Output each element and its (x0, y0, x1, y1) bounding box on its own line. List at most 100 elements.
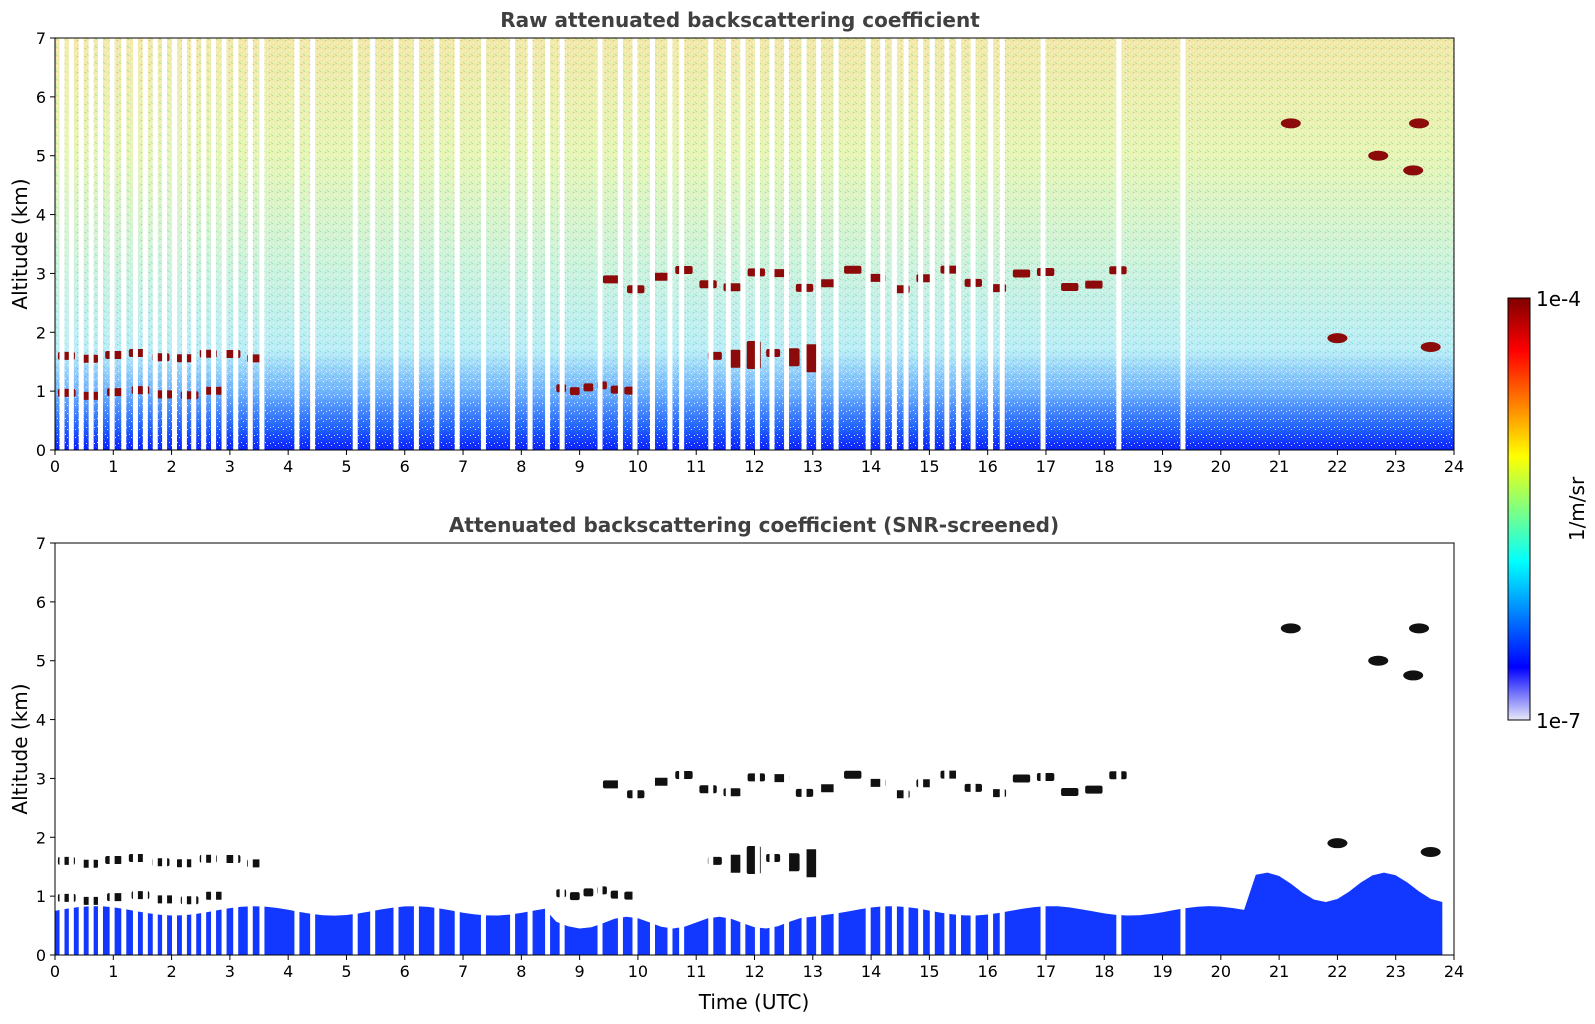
top-data-gap (617, 38, 623, 450)
bot-data-gap (929, 543, 935, 955)
bot-x-tick-label: 19 (1152, 962, 1172, 981)
top-y-tick-label: 6 (36, 88, 46, 107)
top-y-axis-label: Altitude (km) (8, 178, 32, 309)
bot-data-gap (740, 543, 746, 955)
bottom-plot-area (55, 543, 1454, 955)
colorbar: 1e-4 1e-7 1/m/sr (1507, 287, 1589, 733)
bot-data-gap (617, 543, 623, 955)
top-cloud-fragments (805, 344, 820, 373)
top-data-gap (944, 38, 950, 450)
top-data-gap (413, 38, 419, 450)
top-data-gap (109, 38, 115, 450)
top-y-tick-label: 5 (36, 147, 46, 166)
bot-x-tick-label: 4 (283, 962, 293, 981)
bot-data-gap (1180, 543, 1186, 955)
bot-data-gap (510, 543, 516, 955)
top-data-gap (754, 38, 760, 450)
top-data-gap (233, 38, 239, 450)
bot-data-gap (181, 543, 187, 955)
bot-x-tick-label: 9 (575, 962, 585, 981)
top-x-tick-label: 9 (575, 457, 585, 476)
bot-data-gap (78, 543, 84, 955)
bot-data-gap (454, 543, 460, 955)
bot-data-gap (527, 543, 533, 955)
bot-cloud-layer (1036, 773, 1055, 782)
bot-data-gap (725, 543, 731, 955)
bot-y-tick-label: 1 (36, 887, 46, 906)
x-axis-label: Time (UTC) (698, 990, 810, 1014)
top-x-tick-label: 20 (1211, 457, 1231, 476)
top-panel: Raw attenuated backscattering coefficien… (8, 8, 1464, 476)
bot-x-tick-label: 2 (166, 962, 176, 981)
bot-cloud-layer (1012, 774, 1031, 783)
bot-data-gap (679, 543, 685, 955)
top-cloud-layer (1012, 269, 1031, 278)
top-cloud-layer (1061, 283, 1079, 292)
bot-data-gap (1040, 543, 1046, 955)
bot-x-tick-label: 23 (1386, 962, 1406, 981)
top-data-gap (667, 38, 673, 450)
bot-aerosol-layer (624, 891, 635, 900)
bot-x-tick-label: 17 (1036, 962, 1056, 981)
bot-x-tick-label: 12 (744, 962, 764, 981)
top-y-tick-label: 1 (36, 382, 46, 401)
bot-x-tick-label: 20 (1211, 962, 1231, 981)
top-data-gap (201, 38, 207, 450)
top-data-gap (833, 38, 839, 450)
top-panel-title: Raw attenuated backscattering coefficien… (500, 8, 980, 32)
colorbar-min-label: 1e-7 (1536, 709, 1581, 733)
bot-y-tick-label: 6 (36, 593, 46, 612)
top-data-gap (191, 38, 197, 450)
bot-data-gap (903, 543, 909, 955)
top-data-gap (999, 38, 1005, 450)
top-data-gap (259, 38, 265, 450)
top-data-gap (597, 38, 603, 450)
top-aerosol-layer (569, 387, 580, 396)
bot-data-gap (294, 543, 300, 955)
top-data-gap (988, 38, 994, 450)
bot-cloud-fragments (785, 853, 800, 872)
bot-data-gap (413, 543, 419, 955)
top-data-gap (68, 38, 74, 450)
bot-y-tick-label: 5 (36, 652, 46, 671)
bottom-panel-title: Attenuated backscattering coefficient (S… (449, 513, 1059, 537)
bot-y-tick-label: 2 (36, 828, 46, 847)
top-data-gap (152, 38, 158, 450)
top-data-gap (816, 38, 822, 450)
bot-cloud-layer (844, 770, 862, 779)
bot-data-gap (865, 543, 871, 955)
bot-data-gap (597, 543, 603, 955)
top-data-gap (784, 38, 790, 450)
top-cloud (1327, 333, 1348, 344)
bot-data-gap (247, 543, 253, 955)
bot-data-gap (162, 543, 168, 955)
top-data-gap (142, 38, 148, 450)
bot-x-tick-label: 14 (861, 962, 881, 981)
top-y-tick-label: 0 (36, 441, 46, 460)
bot-cloud-layer (819, 784, 838, 793)
bot-x-tick-label: 6 (400, 962, 410, 981)
top-noise-texture (55, 38, 1454, 450)
top-x-tick-label: 1 (108, 457, 118, 476)
top-x-tick-label: 21 (1269, 457, 1289, 476)
top-x-tick-label: 17 (1036, 457, 1056, 476)
top-x-tick-label: 7 (458, 457, 468, 476)
bot-aerosol-layer (583, 888, 594, 897)
top-data-gap (370, 38, 376, 450)
bot-cloud-fragments (727, 854, 742, 873)
top-x-tick-label: 23 (1386, 457, 1406, 476)
top-data-gap (1040, 38, 1046, 450)
top-x-tick-label: 12 (744, 457, 764, 476)
bot-cloud-fragments (805, 849, 820, 878)
top-data-gap (801, 38, 807, 450)
bot-x-tick-label: 0 (50, 962, 60, 981)
bot-data-gap (833, 543, 839, 955)
top-x-tick-label: 11 (686, 457, 706, 476)
bot-data-gap (999, 543, 1005, 955)
bot-aerosol-layer (569, 892, 580, 901)
top-data-gap (1180, 38, 1186, 450)
bot-data-gap (370, 543, 376, 955)
bot-data-gap (784, 543, 790, 955)
top-data-gap (510, 38, 516, 450)
bot-cloud-layer (651, 777, 669, 786)
